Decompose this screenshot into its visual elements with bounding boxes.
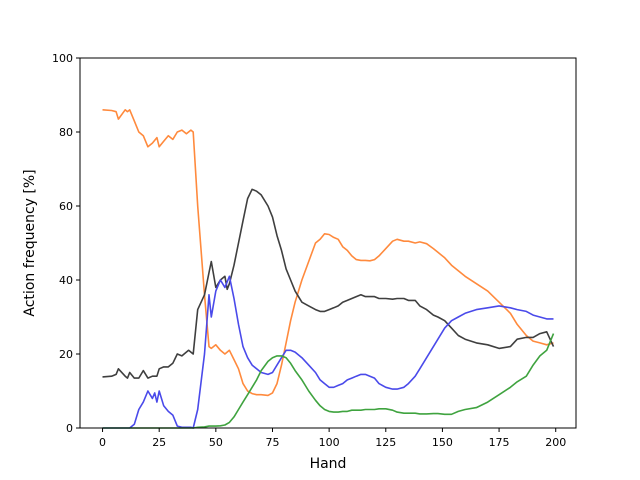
x-tick-label: 125 [375,436,396,449]
y-tick-label: 20 [59,348,73,361]
y-tick-label: 0 [66,422,73,435]
x-tick-label: 100 [319,436,340,449]
y-tick-label: 100 [52,52,73,65]
y-axis-label: Action frequency [%] [22,169,38,316]
y-tick-label: 60 [59,200,73,213]
x-tick-label: 50 [209,436,223,449]
x-tick-label: 150 [432,436,453,449]
y-tick-label: 80 [59,126,73,139]
x-axis-label: Hand [310,456,347,472]
x-axis: 0 25 50 75 100 125 150 175 200 [99,428,566,449]
y-tick-label: 40 [59,274,73,287]
series-line-2 [102,188,555,379]
x-tick-label: 200 [545,436,566,449]
x-tick-label: 25 [152,436,166,449]
series-line-1 [102,109,554,397]
x-tick-label: 75 [265,436,279,449]
plot-frame [79,57,577,429]
y-axis: 0 20 40 60 80 100 [52,52,80,435]
series-line-3 [102,275,554,429]
x-tick-label: 0 [99,436,106,449]
x-tick-label: 175 [489,436,510,449]
